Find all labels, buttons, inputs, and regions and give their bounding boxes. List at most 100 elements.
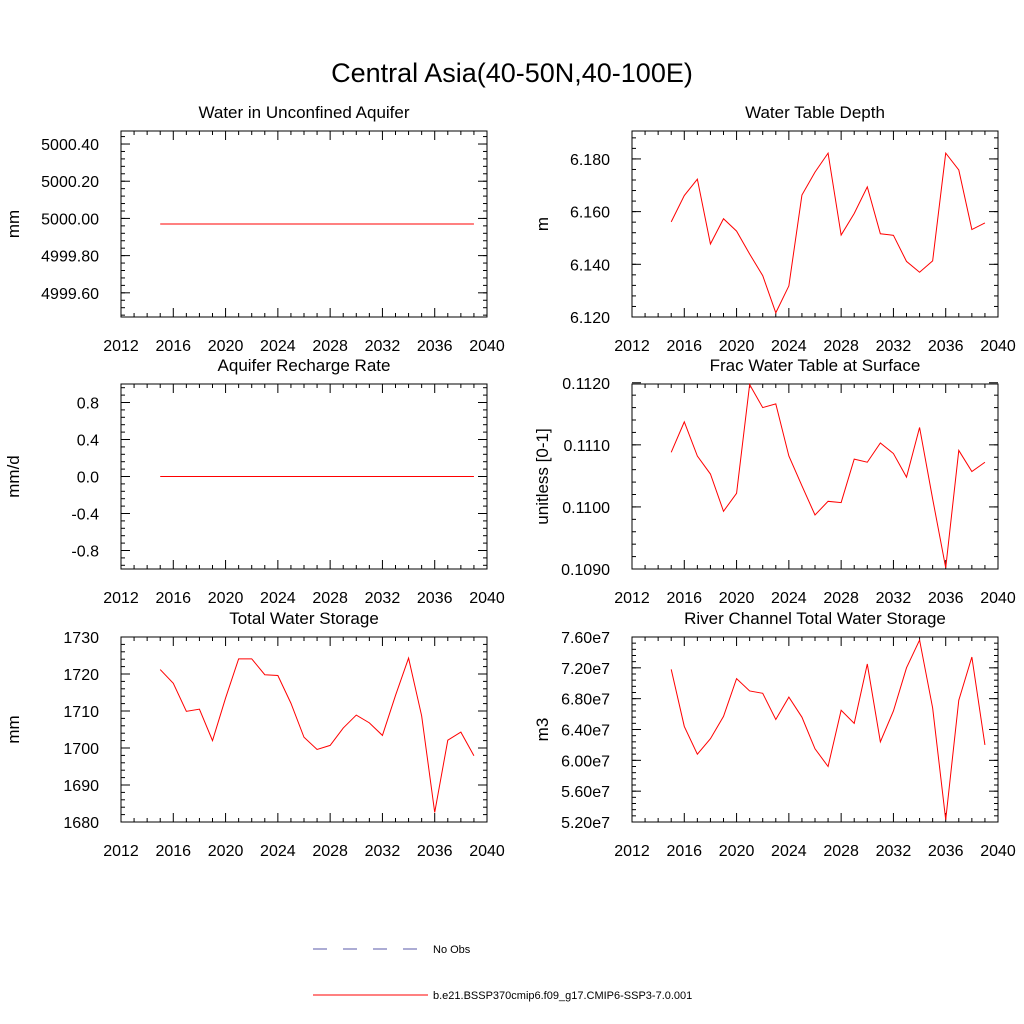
- x-tick-label: 2020: [208, 338, 244, 355]
- x-tick-label: 2040: [980, 338, 1016, 355]
- y-tick-label: 0.0: [77, 470, 99, 487]
- x-tick-label: 2028: [312, 843, 348, 860]
- x-tick-label: 2040: [980, 843, 1016, 860]
- x-tick-label: 2032: [365, 338, 401, 355]
- y-axis-label: mm: [4, 715, 23, 743]
- x-tick-label: 2024: [771, 338, 807, 355]
- x-tick-label: 2024: [260, 843, 296, 860]
- panel-0: Water in Unconfined Aquifer 2012 2016 2020 2…: [4, 103, 505, 355]
- x-tick-label: 2036: [928, 590, 964, 607]
- panel-title: River Channel Total Water Storage: [684, 609, 946, 628]
- x-tick-label: 2024: [771, 843, 807, 860]
- y-tick-label: 1690: [63, 778, 99, 795]
- x-tick-label: 2040: [469, 590, 505, 607]
- x-tick-label: 2036: [417, 338, 453, 355]
- y-tick-label: 0.1100: [562, 500, 610, 517]
- y-tick-label: 4999.80: [41, 249, 99, 266]
- panel-title: Water in Unconfined Aquifer: [198, 103, 409, 122]
- panel-1: Water Table Depth 2012 2016 2020 2024 2028 203…: [533, 103, 1016, 355]
- x-tick-label: 2032: [876, 843, 912, 860]
- series-line: [670, 383, 986, 568]
- x-tick-label: 2032: [365, 590, 401, 607]
- y-tick-label: 5.60e7: [561, 784, 610, 801]
- y-tick-label: 1680: [63, 815, 99, 832]
- y-axis-label: m3: [533, 718, 552, 742]
- x-tick-label: 2040: [980, 590, 1016, 607]
- y-tick-label: 0.8: [77, 396, 99, 413]
- x-tick-label: 2040: [469, 843, 505, 860]
- plot-frame: [631, 383, 999, 570]
- series-line: [670, 638, 986, 820]
- x-tick-label: 2036: [417, 590, 453, 607]
- x-tick-label: 2036: [928, 843, 964, 860]
- y-axis-label: unitless [0-1]: [533, 428, 552, 524]
- x-tick-label: 2016: [666, 590, 702, 607]
- x-tick-label: 2028: [312, 590, 348, 607]
- x-tick-label: 2020: [719, 843, 755, 860]
- y-tick-label: 6.00e7: [561, 753, 610, 770]
- y-tick-label: 6.40e7: [561, 723, 610, 740]
- x-tick-label: 2020: [719, 338, 755, 355]
- x-tick-label: 2040: [469, 338, 505, 355]
- x-tick-label: 2024: [771, 590, 807, 607]
- y-tick-label: 1720: [63, 667, 99, 684]
- y-tick-label: 0.1120: [562, 376, 610, 393]
- x-tick-label: 2036: [928, 338, 964, 355]
- y-tick-label: 7.20e7: [561, 661, 610, 678]
- y-tick-label: 4999.60: [41, 286, 99, 303]
- x-tick-label: 2032: [365, 843, 401, 860]
- legend: No Obs b.e21.BSSP370cmip6.f09_g17.CMIP6-…: [313, 944, 692, 1002]
- panel-title: Water Table Depth: [745, 103, 885, 122]
- panel-4: Total Water Storage 2012 2016 2020 2024 2028 2…: [4, 609, 505, 860]
- x-tick-label: 2020: [208, 590, 244, 607]
- x-tick-label: 2012: [614, 338, 650, 355]
- x-tick-label: 2016: [155, 338, 191, 355]
- y-tick-label: -0.8: [71, 544, 99, 561]
- x-tick-label: 2012: [614, 843, 650, 860]
- panel-3: Frac Water Table at Surface 2012 2016 2020 2…: [533, 356, 1016, 607]
- y-axis-label: m: [533, 217, 552, 231]
- y-tick-label: 6.80e7: [561, 692, 610, 709]
- x-tick-label: 2024: [260, 338, 296, 355]
- y-tick-label: 1710: [63, 704, 99, 721]
- x-tick-label: 2024: [260, 590, 296, 607]
- y-tick-label: -0.4: [71, 507, 99, 524]
- y-axis-label: mm: [4, 210, 23, 238]
- x-tick-label: 2028: [823, 338, 859, 355]
- y-tick-label: 0.1090: [561, 562, 610, 579]
- series-line: [670, 151, 986, 315]
- legend-model-label: b.e21.BSSP370cmip6.f09_g17.CMIP6-SSP3-7.…: [433, 990, 692, 1002]
- y-tick-label: 5000.40: [41, 137, 99, 154]
- y-tick-label: 0.1110: [563, 438, 610, 455]
- y-tick-label: 6.120: [570, 310, 610, 327]
- panel-2: Aquifer Recharge Rate 2012 2016 2020 2024 202…: [4, 356, 505, 607]
- y-tick-label: 0.4: [77, 433, 99, 450]
- x-tick-label: 2020: [719, 590, 755, 607]
- panel-title: Aquifer Recharge Rate: [218, 356, 391, 375]
- x-tick-label: 2032: [876, 338, 912, 355]
- panel-5: River Channel Total Water Storage 2012 201…: [533, 609, 1016, 860]
- y-tick-label: 5000.00: [41, 211, 99, 228]
- x-tick-label: 2012: [614, 590, 650, 607]
- y-tick-label: 6.160: [570, 205, 610, 222]
- y-tick-label: 1730: [63, 630, 99, 647]
- x-tick-label: 2036: [417, 843, 453, 860]
- x-tick-label: 2016: [666, 338, 702, 355]
- panels: Water in Unconfined Aquifer 2012 2016 2020 2…: [4, 103, 1016, 860]
- x-tick-label: 2032: [876, 590, 912, 607]
- panel-title: Frac Water Table at Surface: [710, 356, 921, 375]
- y-tick-label: 5.20e7: [561, 815, 610, 832]
- figure-title: Central Asia(40-50N,40-100E): [331, 58, 693, 88]
- panel-title: Total Water Storage: [229, 609, 379, 628]
- y-tick-label: 6.140: [570, 257, 610, 274]
- x-tick-label: 2016: [155, 843, 191, 860]
- x-tick-label: 2016: [155, 590, 191, 607]
- x-tick-label: 2012: [103, 590, 139, 607]
- x-tick-label: 2020: [208, 843, 244, 860]
- plot-frame: [631, 130, 999, 318]
- x-tick-label: 2012: [103, 843, 139, 860]
- y-axis-label: mm/d: [4, 455, 23, 498]
- y-tick-label: 6.180: [570, 152, 610, 169]
- x-tick-label: 2028: [823, 843, 859, 860]
